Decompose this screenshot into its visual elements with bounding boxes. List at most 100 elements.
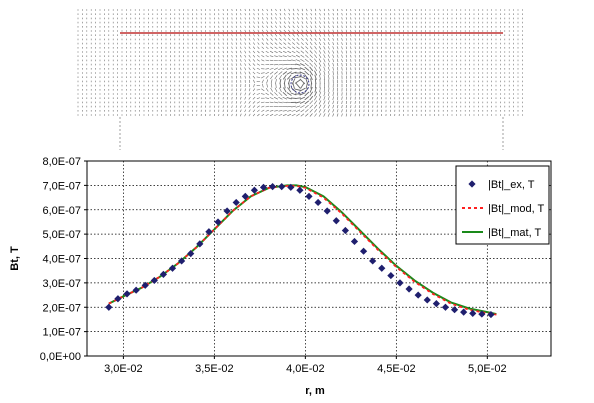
field-arrow bbox=[261, 42, 265, 45]
series-line-mat bbox=[108, 184, 497, 316]
field-arrow bbox=[266, 83, 268, 88]
field-arrow bbox=[261, 38, 264, 41]
field-arrow bbox=[287, 87, 292, 93]
legend-label: |Bt|_ex, T bbox=[488, 179, 535, 191]
field-arrow bbox=[310, 21, 313, 24]
field-arrow bbox=[305, 21, 308, 24]
field-arrow bbox=[256, 89, 261, 91]
field-arrow bbox=[332, 25, 334, 29]
series-lines bbox=[108, 184, 497, 316]
field-arrow bbox=[274, 38, 278, 41]
field-arrow bbox=[261, 59, 265, 62]
field-arrow bbox=[265, 113, 269, 117]
field-arrow bbox=[248, 71, 251, 75]
field-arrow bbox=[288, 82, 291, 89]
field-arrow bbox=[282, 51, 287, 53]
field-arrow bbox=[270, 79, 273, 84]
data-point-ex bbox=[232, 198, 240, 207]
field-arrow bbox=[309, 58, 313, 63]
field-arrow bbox=[327, 66, 330, 71]
field-arrow bbox=[318, 100, 322, 105]
data-point-ex bbox=[405, 285, 413, 293]
field-arrow bbox=[235, 59, 238, 62]
field-arrow bbox=[297, 12, 299, 16]
data-point-ex bbox=[341, 226, 349, 235]
field-arrow bbox=[323, 29, 326, 33]
field-arrow bbox=[270, 25, 273, 29]
field-arrow bbox=[275, 83, 277, 88]
field-arrow bbox=[270, 33, 273, 37]
field-arrow bbox=[309, 42, 313, 46]
field-arrow bbox=[295, 63, 301, 66]
field-arrow bbox=[252, 92, 256, 96]
field-arrow bbox=[256, 72, 261, 74]
field-arrow bbox=[309, 100, 314, 105]
field-arrow bbox=[337, 13, 339, 16]
field-arrow bbox=[282, 91, 288, 97]
field-arrow bbox=[309, 113, 313, 117]
field-arrow bbox=[336, 54, 339, 58]
data-point-ex bbox=[414, 291, 422, 299]
field-arrow bbox=[341, 38, 343, 41]
field-arrow bbox=[273, 101, 279, 104]
conductor-icon bbox=[290, 74, 310, 94]
field-arrow bbox=[261, 29, 264, 33]
field-arrow bbox=[235, 96, 237, 100]
data-point-ex bbox=[359, 247, 368, 255]
field-arrow bbox=[328, 87, 330, 92]
field-arrow bbox=[323, 54, 326, 59]
field-arrow bbox=[244, 109, 247, 113]
field-arrow bbox=[319, 87, 321, 93]
field-arrow bbox=[323, 87, 325, 93]
field-arrow bbox=[262, 8, 264, 12]
field-arrow bbox=[283, 33, 287, 37]
field-arrow bbox=[252, 50, 256, 54]
field-arrow bbox=[296, 42, 300, 46]
field-arrow bbox=[318, 70, 322, 76]
field-arrow bbox=[292, 8, 295, 12]
field-arrow bbox=[336, 113, 339, 117]
field-arrow bbox=[323, 21, 326, 24]
field-arrow bbox=[323, 91, 326, 97]
field-arrow bbox=[291, 105, 296, 108]
field-arrow bbox=[300, 54, 305, 58]
field-arrow bbox=[323, 37, 326, 41]
field-arrow bbox=[304, 104, 309, 109]
field-arrow bbox=[309, 109, 313, 113]
field-arrow bbox=[305, 37, 309, 41]
field-arrow bbox=[286, 96, 292, 100]
field-arrow bbox=[350, 54, 352, 58]
field-arrow bbox=[253, 29, 255, 33]
field-arrow bbox=[261, 46, 265, 50]
field-arrow bbox=[274, 51, 278, 53]
field-arrow bbox=[300, 113, 305, 117]
field-arrow bbox=[256, 105, 260, 108]
field-arrow bbox=[278, 51, 283, 53]
field-arrow bbox=[279, 38, 282, 41]
field-arrow bbox=[336, 100, 339, 105]
field-arrow bbox=[305, 113, 309, 117]
field-arrow bbox=[274, 87, 278, 92]
field-arrow bbox=[328, 96, 330, 101]
field-arrow bbox=[282, 110, 287, 112]
field-arrow bbox=[248, 54, 251, 58]
field-arrow bbox=[314, 87, 317, 93]
field-arrow bbox=[328, 75, 330, 80]
field-arrow bbox=[301, 12, 304, 16]
data-point-ex bbox=[223, 207, 231, 215]
x-tick-labels: 3,0E-02 3,5E-02 4,0E-02 4,5E-02 5,0E-02 bbox=[104, 356, 507, 375]
field-arrow bbox=[248, 92, 251, 96]
field-arrow bbox=[291, 46, 296, 50]
field-arrow bbox=[240, 46, 242, 50]
field-arrow bbox=[294, 88, 302, 91]
field-arrow bbox=[332, 46, 334, 50]
field-arrow bbox=[309, 86, 313, 93]
field-arrow bbox=[240, 17, 242, 20]
field-arrow bbox=[327, 42, 330, 46]
field-arrow bbox=[328, 25, 330, 29]
field-arrow bbox=[287, 55, 292, 58]
field-arrow bbox=[269, 67, 274, 70]
field-arrow bbox=[244, 54, 247, 58]
field-arrow bbox=[257, 42, 260, 45]
